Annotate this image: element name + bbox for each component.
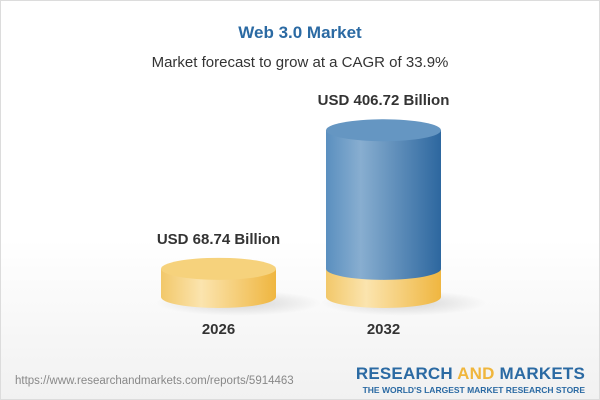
cylinder-chart: USD 68.74 Billion 2026 USD 406.72 Billion 2… xyxy=(156,92,486,338)
cylinder-top xyxy=(326,119,441,142)
cylinder-base-segment xyxy=(326,268,441,308)
research-and-markets-logo: RESEARCH AND MARKETS THE WORLD'S LARGEST… xyxy=(355,364,585,395)
cylinder-top xyxy=(161,257,276,280)
logo-tagline: THE WORLD'S LARGEST MARKET RESEARCH STOR… xyxy=(362,385,585,395)
cylinder-body xyxy=(161,268,276,308)
category-label: 2026 xyxy=(202,321,235,338)
source-url[interactable]: https://www.researchandmarkets.com/repor… xyxy=(15,375,294,387)
category-label: 2032 xyxy=(367,321,400,338)
value-label: USD 406.72 Billion xyxy=(318,92,450,109)
chart-subtitle: Market forecast to grow at a CAGR of 33.… xyxy=(151,54,449,71)
cylinder-growth-segment xyxy=(326,130,441,280)
chart-title: Web 3.0 Market xyxy=(238,23,362,42)
value-label: USD 68.74 Billion xyxy=(157,231,280,248)
